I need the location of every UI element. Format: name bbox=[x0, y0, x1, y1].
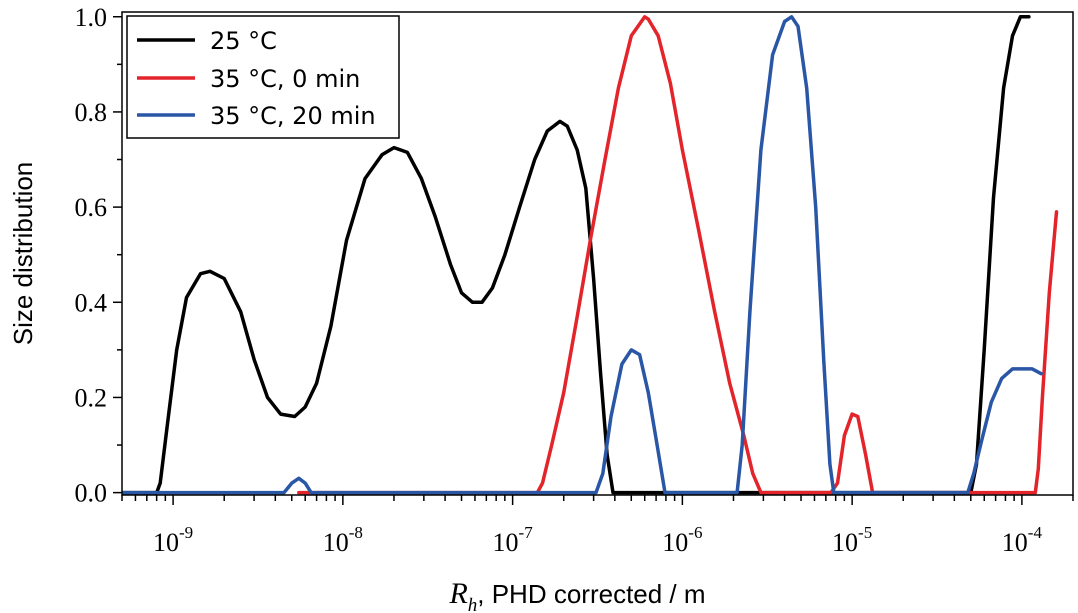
y-tick-label: 0.4 bbox=[75, 288, 108, 317]
legend-label-35c-20min: 35 °C, 20 min bbox=[210, 102, 376, 130]
x-tick-label: 10-5 bbox=[832, 523, 872, 557]
plot-frame bbox=[121, 11, 1074, 496]
x-tick-label: 10-9 bbox=[153, 523, 193, 557]
series-35c-20min-line bbox=[122, 15, 1043, 495]
legend-label-35c-0min: 35 °C, 0 min bbox=[210, 65, 360, 93]
x-axis-ticks: 10-9 10-8 10-7 10-6 10-5 10-4 bbox=[121, 495, 1074, 557]
x-axis-subscript: h bbox=[468, 595, 478, 613]
x-axis-title: Rh, PHD corrected / m bbox=[448, 577, 705, 613]
x-axis-rest: , PHD corrected / m bbox=[477, 579, 705, 609]
y-tick-label: 1.0 bbox=[75, 3, 108, 32]
y-tick-label: 0.8 bbox=[75, 98, 108, 127]
legend: 25 °C 35 °C, 0 min 35 °C, 20 min bbox=[126, 15, 400, 139]
legend-label-25c: 25 °C bbox=[210, 27, 277, 55]
y-tick-label: 0.6 bbox=[75, 193, 108, 222]
x-axis-symbol: R bbox=[448, 577, 467, 610]
x-tick-label: 10-8 bbox=[323, 523, 363, 557]
series-layer bbox=[122, 15, 1059, 495]
x-tick-label: 10-7 bbox=[493, 523, 534, 557]
x-tick-label: 10-4 bbox=[1002, 523, 1043, 557]
series-35c-0min-line bbox=[297, 15, 1059, 495]
y-tick-label: 0.0 bbox=[75, 479, 108, 508]
x-tick-label: 10-6 bbox=[662, 523, 702, 557]
y-axis-ticks: 0.0 0.2 0.4 0.6 0.8 1.0 bbox=[75, 3, 122, 508]
y-tick-label: 0.2 bbox=[75, 383, 108, 412]
y-axis-title: Size distribution bbox=[8, 162, 38, 346]
